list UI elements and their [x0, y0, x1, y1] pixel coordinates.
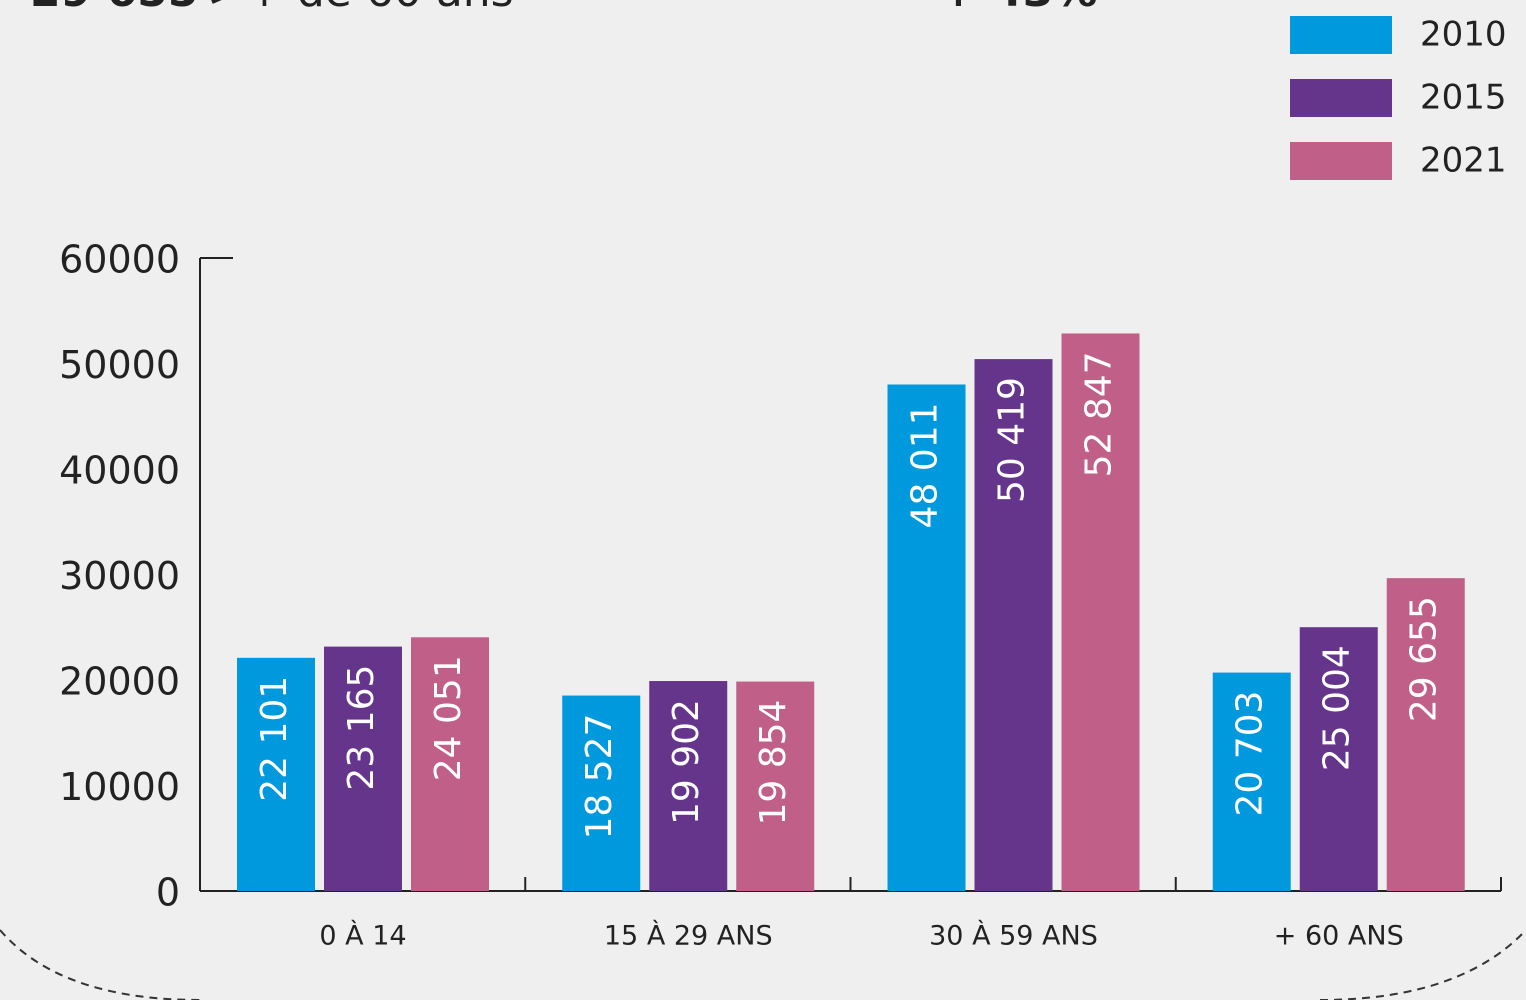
- x-tick-label: 30 À 59 ANS: [929, 920, 1098, 952]
- value-label: 50 419: [992, 377, 1033, 503]
- y-tick-label: 30000: [59, 554, 180, 598]
- x-tick-label: 0 À 14: [319, 920, 406, 952]
- bar: [649, 681, 728, 891]
- value-label: 25 004: [1317, 645, 1358, 771]
- y-tick-label: 0: [156, 871, 180, 915]
- bar: [1299, 627, 1378, 891]
- legend-swatch: [1290, 142, 1392, 180]
- legend-label: 2010: [1420, 15, 1507, 55]
- value-label: 19 902: [666, 699, 707, 825]
- bar: [1212, 672, 1291, 891]
- legend-swatch: [1290, 79, 1392, 117]
- bar: [324, 646, 402, 891]
- value-label: 22 101: [254, 676, 295, 802]
- bar: [887, 384, 966, 891]
- y-tick-label: 40000: [59, 449, 180, 493]
- value-label: 19 854: [753, 700, 794, 826]
- x-tick-label: 15 À 29 ANS: [604, 920, 773, 952]
- y-tick-label: 60000: [59, 238, 180, 282]
- value-label: 29 655: [1404, 596, 1445, 722]
- y-tick-label: 50000: [59, 343, 180, 387]
- value-label: 52 847: [1079, 351, 1120, 477]
- annotation: + de 60 ans: [246, 0, 514, 17]
- y-tick-label: 20000: [59, 660, 180, 704]
- value-label: 23 165: [341, 665, 382, 791]
- bar: [411, 637, 489, 891]
- annotation: + 43%: [940, 0, 1098, 17]
- bar: [562, 695, 641, 891]
- value-label: 48 011: [905, 402, 946, 528]
- value-label: 20 703: [1230, 691, 1271, 817]
- bar: [974, 359, 1053, 891]
- bar: [237, 657, 315, 891]
- y-tick-label: 10000: [59, 765, 180, 809]
- legend-swatch: [1290, 16, 1392, 54]
- legend-label: 2015: [1420, 78, 1507, 118]
- bar: [1061, 333, 1140, 892]
- dashed-border: [0, 929, 1526, 1000]
- annotation: 29 655: [30, 0, 198, 17]
- bar: [736, 681, 815, 891]
- value-label: 18 527: [579, 714, 620, 840]
- value-label: 24 051: [428, 655, 469, 781]
- legend-label: 2021: [1420, 141, 1507, 181]
- x-tick-label: + 60 ANS: [1274, 921, 1404, 952]
- bar: [1386, 578, 1465, 891]
